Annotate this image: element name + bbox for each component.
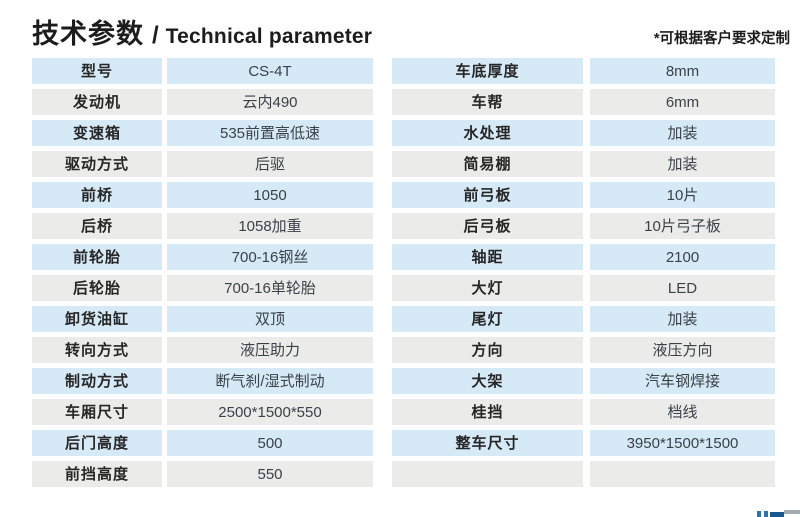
table-row: 卸货油缸 双顶 xyxy=(32,306,373,332)
table-row: 简易棚 加装 xyxy=(392,151,775,177)
spec-value: 3950*1500*1500 xyxy=(590,430,775,456)
customization-note: *可根据客户要求定制 xyxy=(653,31,790,47)
spec-label: 转向方式 xyxy=(32,337,162,363)
spec-label: 前挡高度 xyxy=(32,461,162,487)
page-title-zh: 技术参数 xyxy=(32,19,144,49)
logo-gray-bar-icon xyxy=(784,510,800,514)
logo-mark-icon xyxy=(764,511,768,517)
table-row: 后轮胎 700-16单轮胎 xyxy=(32,275,373,301)
spec-table-left: 型号 CS-4T 发动机 云内490 变速箱 535前置高低速 驱动方式 后驱 前桥 10… xyxy=(32,58,373,492)
spec-label: 尾灯 xyxy=(392,306,583,332)
table-row: 车厢尺寸 2500*1500*550 xyxy=(32,399,373,425)
table-row: 尾灯 加装 xyxy=(392,306,775,332)
spec-label: 制动方式 xyxy=(32,368,162,394)
table-row: 前轮胎 700-16钢丝 xyxy=(32,244,373,270)
spec-label: 发动机 xyxy=(32,89,162,115)
page-title-en: Technical parameter xyxy=(165,25,373,48)
table-row: 后弓板 10片弓子板 xyxy=(392,213,775,239)
spec-value: 加装 xyxy=(590,151,775,177)
table-row: 车底厚度 8mm xyxy=(392,58,775,84)
spec-label xyxy=(392,461,583,487)
spec-label: 简易棚 xyxy=(392,151,583,177)
spec-value: 1058加重 xyxy=(167,213,373,239)
table-row: 水处理 加装 xyxy=(392,120,775,146)
spec-value: 700-16单轮胎 xyxy=(167,275,373,301)
spec-value: 液压方向 xyxy=(590,337,775,363)
spec-value: 档线 xyxy=(590,399,775,425)
spec-value: 2100 xyxy=(590,244,775,270)
spec-label: 车厢尺寸 xyxy=(32,399,162,425)
table-row: 制动方式 断气刹/湿式制动 xyxy=(32,368,373,394)
spec-value: 云内490 xyxy=(167,89,373,115)
table-row: 前挡高度 550 xyxy=(32,461,373,487)
logo-mark-icon xyxy=(757,511,761,517)
spec-value xyxy=(590,461,775,487)
spec-value: LED xyxy=(590,275,775,301)
spec-value: 700-16钢丝 xyxy=(167,244,373,270)
spec-value: 断气刹/湿式制动 xyxy=(167,368,373,394)
table-row: 后门高度 500 xyxy=(32,430,373,456)
spec-label: 水处理 xyxy=(392,120,583,146)
table-row: 轴距 2100 xyxy=(392,244,775,270)
table-row: 整车尺寸 3950*1500*1500 xyxy=(392,430,775,456)
table-row: 方向 液压方向 xyxy=(392,337,775,363)
table-row: 前桥 1050 xyxy=(32,182,373,208)
page-title: 技术参数 / Technical parameter xyxy=(32,12,372,51)
table-row: 前弓板 10片 xyxy=(392,182,775,208)
spec-value: 10片弓子板 xyxy=(590,213,775,239)
spec-value: 8mm xyxy=(590,58,775,84)
table-row: 转向方式 液压助力 xyxy=(32,337,373,363)
spec-value: 后驱 xyxy=(167,151,373,177)
spec-label: 整车尺寸 xyxy=(392,430,583,456)
table-row: 大架 汽车钢焊接 xyxy=(392,368,775,394)
spec-value: 500 xyxy=(167,430,373,456)
spec-value: 2500*1500*550 xyxy=(167,399,373,425)
table-row xyxy=(392,461,775,487)
spec-label: 后轮胎 xyxy=(32,275,162,301)
spec-value: 10片 xyxy=(590,182,775,208)
table-row: 发动机 云内490 xyxy=(32,89,373,115)
spec-label: 前轮胎 xyxy=(32,244,162,270)
table-row: 大灯 LED xyxy=(392,275,775,301)
table-row: 车帮 6mm xyxy=(392,89,775,115)
spec-value: 1050 xyxy=(167,182,373,208)
spec-label: 大灯 xyxy=(392,275,583,301)
spec-value: 双顶 xyxy=(167,306,373,332)
table-row: 变速箱 535前置高低速 xyxy=(32,120,373,146)
spec-value: 535前置高低速 xyxy=(167,120,373,146)
table-row: 桂挡 档线 xyxy=(392,399,775,425)
spec-label: 后门高度 xyxy=(32,430,162,456)
spec-value: 加装 xyxy=(590,306,775,332)
table-row: 型号 CS-4T xyxy=(32,58,373,84)
spec-label: 大架 xyxy=(392,368,583,394)
table-row: 后桥 1058加重 xyxy=(32,213,373,239)
page-title-divider: / xyxy=(152,22,159,49)
spec-label: 卸货油缸 xyxy=(32,306,162,332)
spec-table-right: 车底厚度 8mm 车帮 6mm 水处理 加装 简易棚 加装 前弓板 10片 后弓板 10片弓… xyxy=(392,58,775,492)
spec-label: 后弓板 xyxy=(392,213,583,239)
spec-label: 前弓板 xyxy=(392,182,583,208)
table-row: 驱动方式 后驱 xyxy=(32,151,373,177)
spec-label: 变速箱 xyxy=(32,120,162,146)
spec-value: 6mm xyxy=(590,89,775,115)
spec-label: 轴距 xyxy=(392,244,583,270)
spec-label: 型号 xyxy=(32,58,162,84)
spec-label: 前桥 xyxy=(32,182,162,208)
spec-value: 加装 xyxy=(590,120,775,146)
spec-value: 液压助力 xyxy=(167,337,373,363)
spec-value: CS-4T xyxy=(167,58,373,84)
spec-label: 驱动方式 xyxy=(32,151,162,177)
spec-label: 车底厚度 xyxy=(392,58,583,84)
spec-label: 方向 xyxy=(392,337,583,363)
spec-label: 车帮 xyxy=(392,89,583,115)
spec-value: 550 xyxy=(167,461,373,487)
header: 技术参数 / Technical parameter *可根据客户要求定制 xyxy=(32,12,790,51)
spec-value: 汽车钢焊接 xyxy=(590,368,775,394)
spec-label: 桂挡 xyxy=(392,399,583,425)
spec-label: 后桥 xyxy=(32,213,162,239)
logo-bar-icon xyxy=(770,512,784,517)
